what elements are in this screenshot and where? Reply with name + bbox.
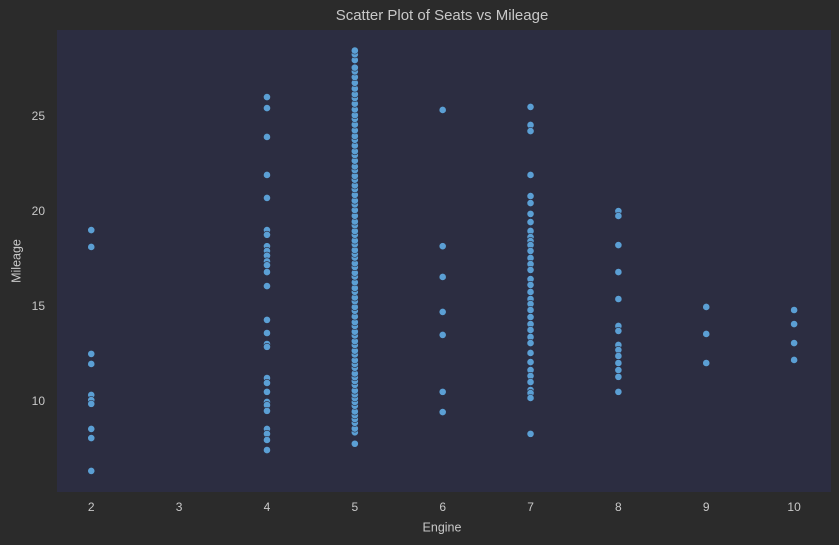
point	[263, 436, 271, 444]
point	[87, 425, 96, 433]
point	[263, 446, 271, 454]
point	[438, 308, 447, 316]
x-tick-label: 6	[439, 500, 446, 514]
point	[526, 326, 535, 334]
point	[790, 356, 799, 364]
point	[526, 247, 535, 255]
point	[614, 241, 623, 249]
point	[790, 306, 799, 314]
point	[526, 313, 535, 321]
x-tick-label: 4	[264, 500, 271, 514]
point	[614, 352, 623, 360]
point	[526, 281, 535, 289]
point	[526, 378, 535, 386]
point	[263, 329, 271, 337]
point	[263, 282, 271, 290]
point	[263, 230, 271, 239]
point	[263, 104, 271, 112]
point	[350, 63, 359, 72]
point	[263, 406, 271, 415]
y-tick-label: 10	[32, 394, 46, 408]
point	[614, 359, 623, 367]
point	[438, 387, 447, 396]
point	[438, 106, 447, 114]
point	[702, 330, 711, 338]
point	[526, 306, 535, 314]
point	[263, 93, 271, 101]
point	[614, 387, 623, 396]
y-tick-label: 25	[32, 109, 46, 123]
point	[263, 387, 271, 396]
point	[790, 339, 799, 347]
point	[87, 349, 96, 358]
x-tick-label: 3	[176, 500, 183, 514]
x-tick-label: 7	[527, 500, 534, 514]
point	[87, 434, 96, 442]
point	[526, 192, 535, 200]
point	[263, 342, 271, 351]
point	[526, 103, 535, 111]
x-tick-label: 5	[351, 500, 358, 514]
point	[526, 349, 535, 357]
point	[438, 408, 447, 416]
point	[263, 268, 271, 276]
point	[263, 315, 271, 324]
y-axis-label: Mileage	[9, 239, 23, 283]
x-axis-label: Engine	[423, 520, 462, 534]
point	[702, 359, 711, 367]
point	[614, 295, 623, 303]
point	[350, 46, 359, 55]
point	[526, 358, 535, 366]
x-tick-label: 9	[703, 500, 710, 514]
point	[87, 360, 96, 368]
plot-area	[57, 30, 831, 492]
point	[526, 209, 535, 218]
point	[263, 133, 271, 141]
point	[526, 394, 535, 402]
point	[526, 199, 535, 207]
point	[438, 273, 447, 281]
point	[438, 242, 447, 251]
point	[614, 372, 623, 381]
point	[526, 127, 535, 135]
chart-title: Scatter Plot of Seats vs Mileage	[336, 7, 549, 24]
point	[87, 243, 96, 251]
point	[526, 266, 535, 274]
point	[263, 261, 271, 270]
point	[614, 212, 623, 220]
point	[526, 218, 535, 226]
point	[438, 330, 447, 339]
point	[87, 399, 96, 408]
point	[702, 303, 711, 311]
point	[614, 327, 623, 335]
point	[526, 171, 535, 179]
point	[263, 194, 271, 202]
x-tick-label: 2	[88, 500, 95, 514]
point	[263, 171, 271, 179]
point	[526, 339, 535, 347]
point	[350, 439, 359, 448]
point	[87, 467, 96, 475]
point	[526, 429, 535, 438]
y-tick-label: 15	[32, 299, 46, 313]
point	[614, 268, 623, 276]
x-tick-label: 10	[787, 500, 801, 514]
point	[263, 379, 271, 387]
point	[526, 288, 535, 296]
x-tick-label: 8	[615, 500, 622, 514]
point	[87, 226, 96, 234]
y-tick-label: 20	[32, 204, 46, 218]
point	[790, 320, 799, 328]
point	[614, 366, 623, 374]
